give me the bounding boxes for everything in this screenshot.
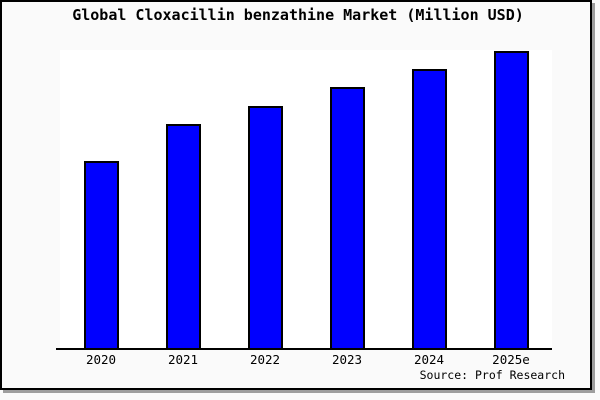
- bar-cell-2024: [388, 50, 470, 348]
- x-tick-label-2025e: 2025e: [492, 352, 530, 367]
- source-credit: Source: Prof Research: [419, 368, 565, 382]
- bar-2024: [411, 69, 447, 348]
- bar-cell-2021: [142, 50, 224, 348]
- bar-cell-2020: [60, 50, 142, 348]
- chart-title: Global Cloxacillin benzathine Market (Mi…: [72, 6, 524, 24]
- x-axis-line: [56, 348, 552, 350]
- bar-cell-2023: [306, 50, 388, 348]
- bar-2020: [83, 161, 119, 348]
- x-tick-label-2024: 2024: [413, 352, 445, 367]
- x-tick-label-2021: 2021: [167, 352, 199, 367]
- bar-cell-2025e: [470, 50, 552, 348]
- x-axis-labels: 2020 2021 2022 2023 2024 2025e: [60, 352, 552, 367]
- x-tick-label-2020: 2020: [85, 352, 117, 367]
- plot-area: [60, 50, 552, 348]
- x-tick-label-2023: 2023: [331, 352, 363, 367]
- bar-2023: [329, 87, 365, 348]
- bar-2025e: [493, 51, 529, 348]
- bar-cell-2022: [224, 50, 306, 348]
- x-tick-label-2022: 2022: [249, 352, 281, 367]
- bar-2021: [165, 124, 201, 348]
- bar-2022: [247, 106, 283, 348]
